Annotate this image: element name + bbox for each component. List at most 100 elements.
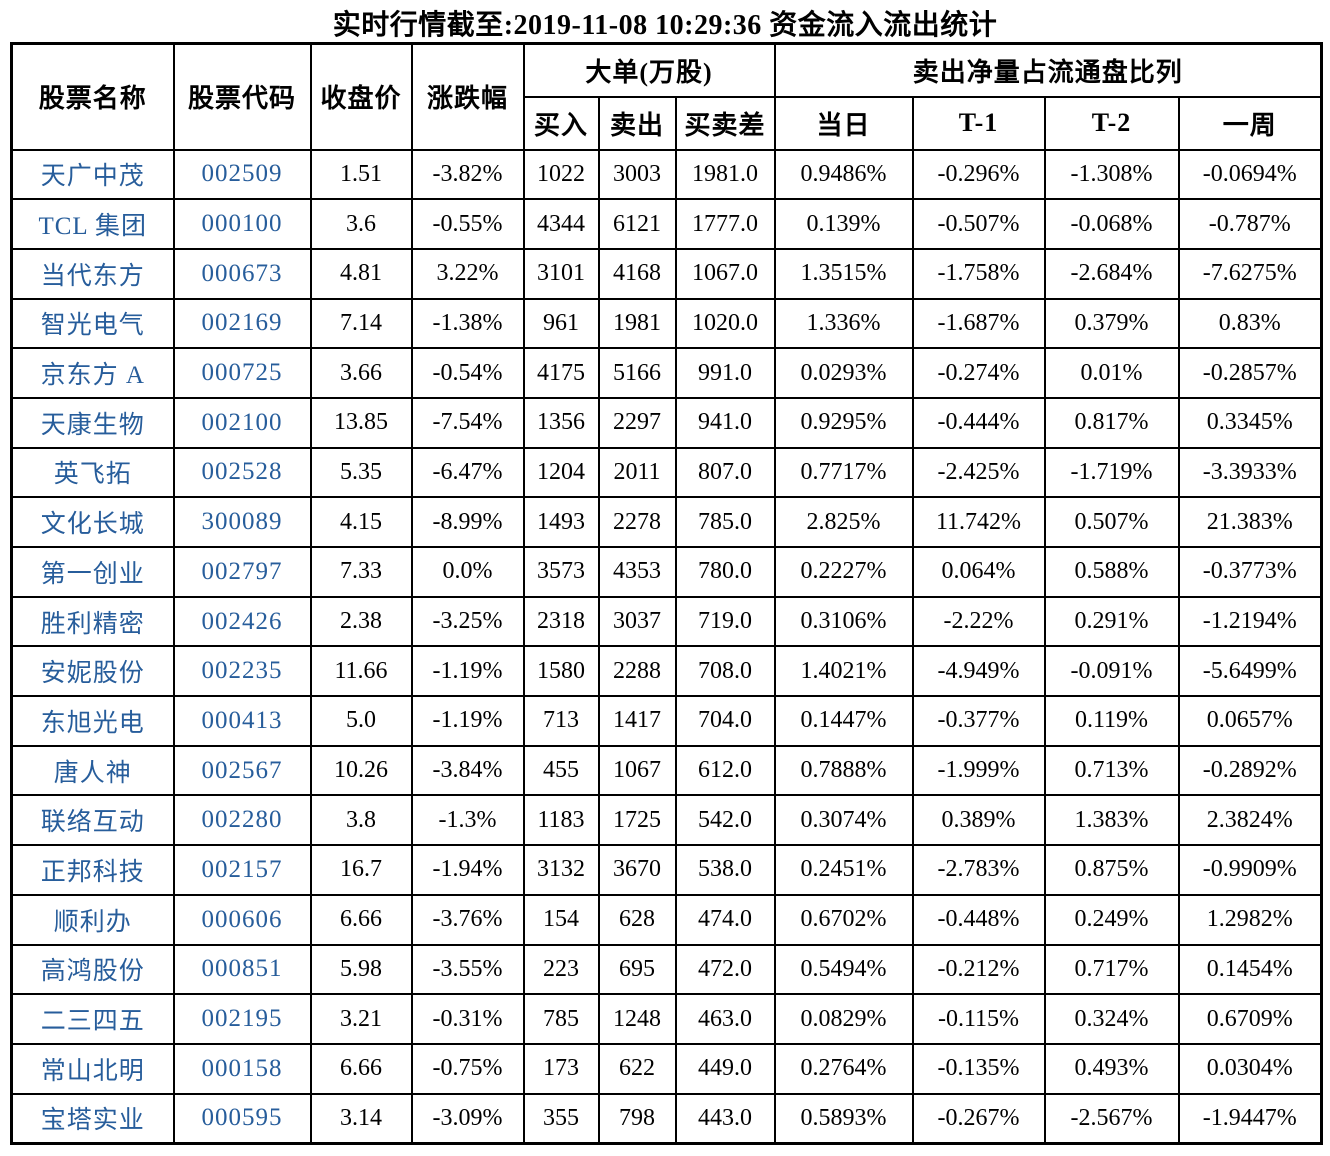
change-pct-cell: -0.55% [410, 198, 525, 250]
table-row: 宝塔实业 000595 3.14 -3.09% 355 798 443.0 0.5893% -0… [10, 1092, 1323, 1145]
t2-pct-cell: -1.719% [1043, 446, 1180, 499]
t2-pct-cell: 0.875% [1043, 844, 1180, 896]
buy-sell-diff-cell: 780.0 [674, 546, 776, 598]
t1-pct-cell: -0.377% [911, 695, 1046, 747]
buy-cell: 1356 [522, 396, 600, 449]
col-header-t1: T-1 [911, 95, 1046, 151]
stock-code-cell: 000413 [172, 695, 312, 747]
col-group-big-orders: 大单(万股) [522, 42, 776, 98]
sell-cell: 2011 [597, 446, 677, 499]
close-price-cell: 3.66 [309, 347, 413, 399]
buy-sell-diff-cell: 785.0 [674, 496, 776, 548]
stock-code-cell: 002567 [172, 744, 312, 797]
t2-pct-cell: 0.249% [1043, 893, 1180, 946]
change-pct-cell: 3.22% [410, 247, 525, 300]
day-pct-cell: 0.2764% [773, 1042, 914, 1095]
t2-pct-cell: 0.507% [1043, 496, 1180, 548]
week-pct-cell: -1.9447% [1177, 1092, 1323, 1145]
sell-cell: 4353 [597, 546, 677, 598]
buy-cell: 1022 [522, 148, 600, 201]
close-price-cell: 6.66 [309, 1042, 413, 1095]
change-pct-cell: -0.54% [410, 347, 525, 399]
close-price-cell: 10.26 [309, 744, 413, 797]
stock-code-cell: 000158 [172, 1042, 312, 1095]
t2-pct-cell: 0.588% [1043, 546, 1180, 598]
table-row: 天广中茂 002509 1.51 -3.82% 1022 3003 1981.0 0.9486… [10, 148, 1323, 201]
week-pct-cell: 0.1454% [1177, 943, 1323, 996]
close-price-cell: 5.35 [309, 446, 413, 499]
stock-code-cell: 002509 [172, 148, 312, 201]
t1-pct-cell: -0.267% [911, 1092, 1046, 1145]
t2-pct-cell: -1.308% [1043, 148, 1180, 201]
sell-cell: 1067 [597, 744, 677, 797]
close-price-cell: 3.8 [309, 794, 413, 847]
day-pct-cell: 0.9486% [773, 148, 914, 201]
week-pct-cell: 0.83% [1177, 297, 1323, 350]
change-pct-cell: -6.47% [410, 446, 525, 499]
col-header-stock-code: 股票代码 [172, 42, 312, 151]
buy-cell: 1580 [522, 645, 600, 698]
change-pct-cell: -1.38% [410, 297, 525, 350]
buy-sell-diff-cell: 708.0 [674, 645, 776, 698]
day-pct-cell: 0.139% [773, 198, 914, 250]
stock-code-cell: 000725 [172, 347, 312, 399]
sell-cell: 3670 [597, 844, 677, 896]
t1-pct-cell: -2.22% [911, 595, 1046, 648]
stock-name-cell: 英飞拓 [10, 446, 175, 499]
t2-pct-cell: -2.684% [1043, 247, 1180, 300]
buy-cell: 1183 [522, 794, 600, 847]
stock-name-cell: 顺利办 [10, 893, 175, 946]
stock-name-cell: 宝塔实业 [10, 1092, 175, 1145]
t1-pct-cell: 11.742% [911, 496, 1046, 548]
header-row-2: 买入 卖出 买卖差 当日 T-1 T-2 一周 [12, 95, 1323, 151]
close-price-cell: 6.66 [309, 893, 413, 946]
close-price-cell: 4.15 [309, 496, 413, 548]
buy-cell: 2318 [522, 595, 600, 648]
buy-sell-diff-cell: 449.0 [674, 1042, 776, 1095]
t2-pct-cell: 0.713% [1043, 744, 1180, 797]
col-header-sell: 卖出 [597, 95, 677, 151]
change-pct-cell: -7.54% [410, 396, 525, 449]
t2-pct-cell: 0.119% [1043, 695, 1180, 747]
col-header-buy-sell-diff: 买卖差 [674, 95, 776, 151]
change-pct-cell: -1.19% [410, 695, 525, 747]
buy-cell: 785 [522, 993, 600, 1045]
buy-sell-diff-cell: 538.0 [674, 844, 776, 896]
buy-cell: 4344 [522, 198, 600, 250]
day-pct-cell: 0.2451% [773, 844, 914, 896]
stock-code-cell: 002195 [172, 993, 312, 1045]
day-pct-cell: 0.6702% [773, 893, 914, 946]
change-pct-cell: -1.94% [410, 844, 525, 896]
close-price-cell: 7.14 [309, 297, 413, 350]
day-pct-cell: 0.2227% [773, 546, 914, 598]
close-price-cell: 13.85 [309, 396, 413, 449]
week-pct-cell: 21.383% [1177, 496, 1323, 548]
day-pct-cell: 0.9295% [773, 396, 914, 449]
week-pct-cell: -5.6499% [1177, 645, 1323, 698]
sell-cell: 5166 [597, 347, 677, 399]
col-header-buy: 买入 [522, 95, 600, 151]
change-pct-cell: -0.31% [410, 993, 525, 1045]
week-pct-cell: -1.2194% [1177, 595, 1323, 648]
col-header-week: 一周 [1177, 95, 1323, 151]
table-row: 京东方 A 000725 3.66 -0.54% 4175 5166 991.0 0.0293… [10, 347, 1323, 399]
buy-cell: 1493 [522, 496, 600, 548]
stock-code-cell: 300089 [172, 496, 312, 548]
col-group-net-sell-ratio: 卖出净量占流通盘比列 [773, 42, 1323, 98]
buy-sell-diff-cell: 443.0 [674, 1092, 776, 1145]
close-price-cell: 7.33 [309, 546, 413, 598]
t1-pct-cell: -1.687% [911, 297, 1046, 350]
week-pct-cell: -0.2857% [1177, 347, 1323, 399]
day-pct-cell: 0.7888% [773, 744, 914, 797]
table-row: TCL 集团 000100 3.6 -0.55% 4344 6121 1777.0 0.139… [10, 198, 1323, 250]
table-header: 股票名称 股票代码 收盘价 涨跌幅 大单(万股) 卖出净量占流通盘比列 买入 卖… [10, 42, 1323, 151]
week-pct-cell: -3.3933% [1177, 446, 1323, 499]
sell-cell: 4168 [597, 247, 677, 300]
stock-name-cell: 京东方 A [10, 347, 175, 399]
table-row: 东旭光电 000413 5.0 -1.19% 713 1417 704.0 0.1447% -0… [10, 695, 1323, 747]
buy-sell-diff-cell: 991.0 [674, 347, 776, 399]
week-pct-cell: -0.3773% [1177, 546, 1323, 598]
stock-name-cell: 天康生物 [10, 396, 175, 449]
week-pct-cell: -0.0694% [1177, 148, 1323, 201]
change-pct-cell: -3.84% [410, 744, 525, 797]
